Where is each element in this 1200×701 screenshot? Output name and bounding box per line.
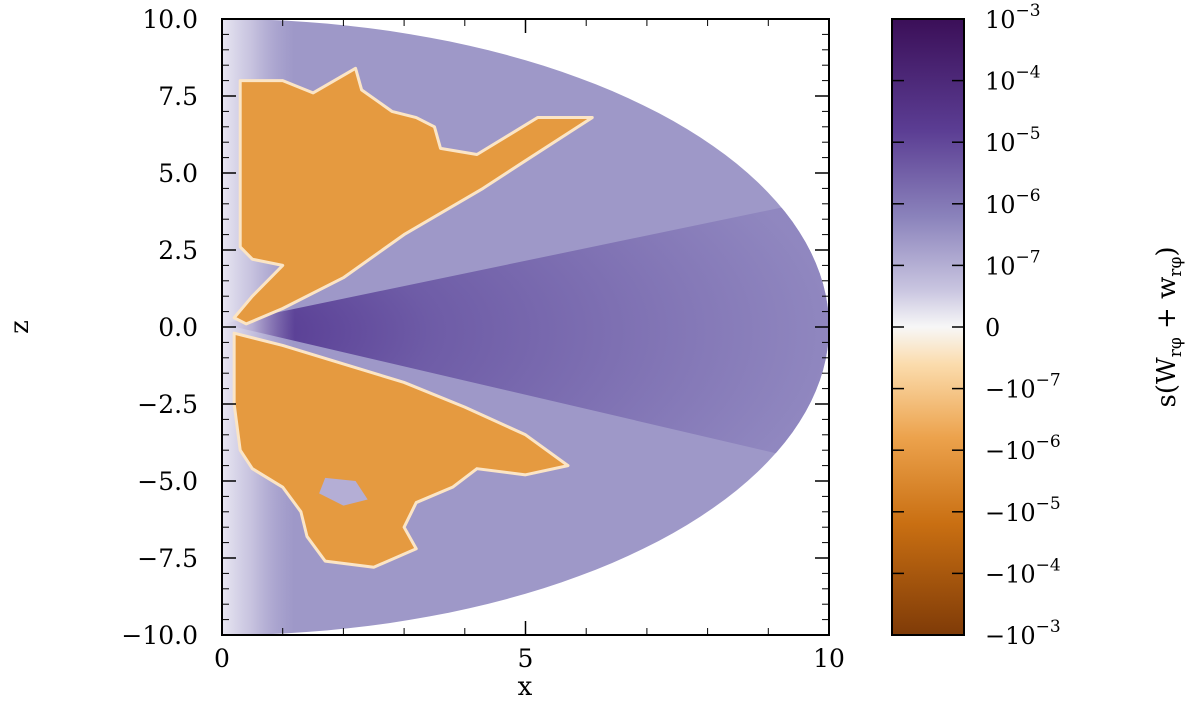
y-tick-label: −2.5 — [137, 390, 198, 419]
y-tick-label: 0.0 — [158, 313, 198, 342]
y-tick-label: −10.0 — [121, 621, 198, 650]
y-tick-label: −7.5 — [137, 544, 198, 573]
colorbar-tick-label: 0 — [985, 314, 1000, 342]
plot-area: 0 5 10 10.0 7.5 5.0 2.5 0.0 −2.5 −5.0 −7.5 −10.0 x… — [5, 5, 845, 701]
colorbar-tick-label: −10−6 — [985, 432, 1061, 465]
y-tick-label: 5.0 — [158, 159, 198, 188]
colorbar: 10−3 10−4 10−5 10−6 10−7 0 −10−7 −10−6 −10−5 −10−… — [891, 1, 1186, 650]
colorbar-tick-label: −10−4 — [985, 555, 1061, 588]
y-tick-label: 7.5 — [158, 82, 198, 111]
colorbar-tick-label: −10−5 — [985, 494, 1061, 527]
colorbar-label: s(Wrφ + wrφ) — [1152, 246, 1186, 407]
colorbar-tick-label: 10−5 — [985, 124, 1041, 157]
negative-lower-hole — [319, 477, 368, 506]
x-tick-label: 5 — [518, 644, 534, 673]
y-tick-label: −5.0 — [137, 467, 198, 496]
colorbar-tick-label: −10−7 — [985, 371, 1061, 404]
y-axis-label: z — [5, 320, 35, 334]
y-tick-label: 10.0 — [142, 5, 198, 34]
colorbar-tick-label: 10−7 — [985, 247, 1041, 280]
y-tick-label: 2.5 — [158, 236, 198, 265]
x-axis-label: x — [518, 672, 533, 701]
colorbar-tick-label: 10−6 — [985, 186, 1041, 219]
x-tick-label: 0 — [214, 644, 230, 673]
colorbar-tick-label: 10−4 — [985, 63, 1041, 96]
x-tick-label: 10 — [813, 644, 845, 673]
colorbar-tick-label: 10−3 — [985, 1, 1041, 34]
colorbar-tick-label: −10−3 — [985, 617, 1061, 650]
negative-upper-lobe — [232, 66, 594, 326]
negative-lower-lobe — [232, 331, 570, 569]
